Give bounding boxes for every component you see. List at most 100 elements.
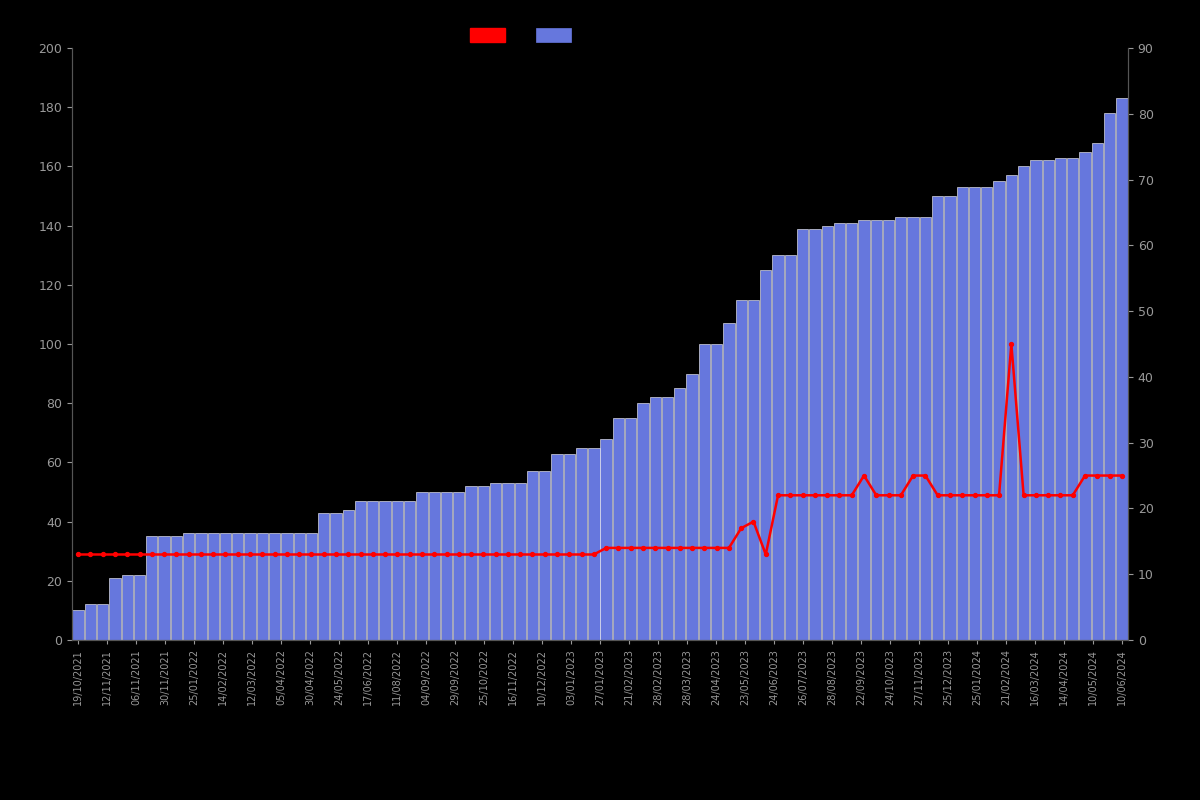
- Bar: [1006, 175, 1016, 640]
- Bar: [97, 605, 108, 640]
- Point: [143, 548, 162, 561]
- Legend: , : ,: [464, 22, 588, 48]
- Point: [106, 548, 125, 561]
- Bar: [454, 492, 464, 640]
- Point: [350, 548, 370, 561]
- Bar: [539, 471, 551, 640]
- Bar: [785, 255, 796, 640]
- Bar: [576, 448, 587, 640]
- Point: [289, 548, 308, 561]
- Bar: [846, 222, 857, 640]
- Bar: [1104, 113, 1115, 640]
- Bar: [220, 534, 232, 640]
- Bar: [281, 534, 293, 640]
- Point: [634, 542, 653, 554]
- Bar: [883, 220, 894, 640]
- Point: [671, 542, 690, 554]
- Bar: [404, 501, 415, 640]
- Bar: [994, 182, 1004, 640]
- Point: [622, 542, 641, 554]
- Bar: [600, 438, 612, 640]
- Bar: [318, 513, 329, 640]
- Point: [892, 489, 911, 502]
- Point: [1014, 489, 1033, 502]
- Point: [326, 548, 346, 561]
- Bar: [551, 454, 563, 640]
- Point: [191, 548, 210, 561]
- Point: [559, 548, 578, 561]
- Bar: [72, 610, 84, 640]
- Point: [977, 489, 996, 502]
- Bar: [760, 270, 772, 640]
- Point: [1026, 489, 1045, 502]
- Bar: [1043, 161, 1054, 640]
- Bar: [245, 534, 256, 640]
- Bar: [257, 534, 268, 640]
- Bar: [968, 187, 980, 640]
- Point: [510, 548, 529, 561]
- Point: [204, 548, 223, 561]
- Bar: [146, 537, 157, 640]
- Point: [646, 542, 665, 554]
- Point: [805, 489, 824, 502]
- Point: [167, 548, 186, 561]
- Bar: [871, 220, 882, 640]
- Point: [990, 489, 1009, 502]
- Point: [854, 469, 874, 482]
- Point: [314, 548, 334, 561]
- Point: [277, 548, 296, 561]
- Bar: [503, 483, 514, 640]
- Bar: [736, 300, 746, 640]
- Bar: [1018, 166, 1030, 640]
- Bar: [822, 226, 833, 640]
- Bar: [367, 501, 378, 640]
- Bar: [1031, 161, 1042, 640]
- Point: [449, 548, 468, 561]
- Point: [413, 548, 432, 561]
- Point: [965, 489, 984, 502]
- Bar: [379, 501, 391, 640]
- Point: [547, 548, 566, 561]
- Point: [572, 548, 592, 561]
- Bar: [625, 418, 636, 640]
- Point: [437, 548, 456, 561]
- Bar: [748, 300, 760, 640]
- Bar: [907, 217, 919, 640]
- Bar: [294, 534, 305, 640]
- Bar: [588, 448, 600, 640]
- Bar: [1092, 142, 1103, 640]
- Bar: [170, 537, 182, 640]
- Bar: [649, 398, 661, 640]
- Point: [179, 548, 198, 561]
- Point: [658, 542, 677, 554]
- Bar: [564, 454, 575, 640]
- Bar: [416, 492, 427, 640]
- Bar: [895, 217, 906, 640]
- Bar: [698, 344, 710, 640]
- Point: [498, 548, 517, 561]
- Point: [68, 548, 88, 561]
- Bar: [858, 220, 870, 640]
- Point: [584, 548, 604, 561]
- Point: [953, 489, 972, 502]
- Point: [732, 522, 751, 534]
- Bar: [269, 534, 281, 640]
- Bar: [613, 418, 624, 640]
- Point: [707, 542, 726, 554]
- Bar: [121, 575, 133, 640]
- Point: [878, 489, 898, 502]
- Point: [1087, 469, 1106, 482]
- Point: [338, 548, 358, 561]
- Point: [486, 548, 505, 561]
- Point: [376, 548, 395, 561]
- Bar: [478, 486, 488, 640]
- Point: [400, 548, 419, 561]
- Point: [1051, 489, 1070, 502]
- Point: [94, 548, 113, 561]
- Bar: [809, 229, 821, 640]
- Bar: [208, 534, 218, 640]
- Bar: [330, 513, 342, 640]
- Bar: [109, 578, 121, 640]
- Bar: [134, 575, 145, 640]
- Bar: [391, 501, 403, 640]
